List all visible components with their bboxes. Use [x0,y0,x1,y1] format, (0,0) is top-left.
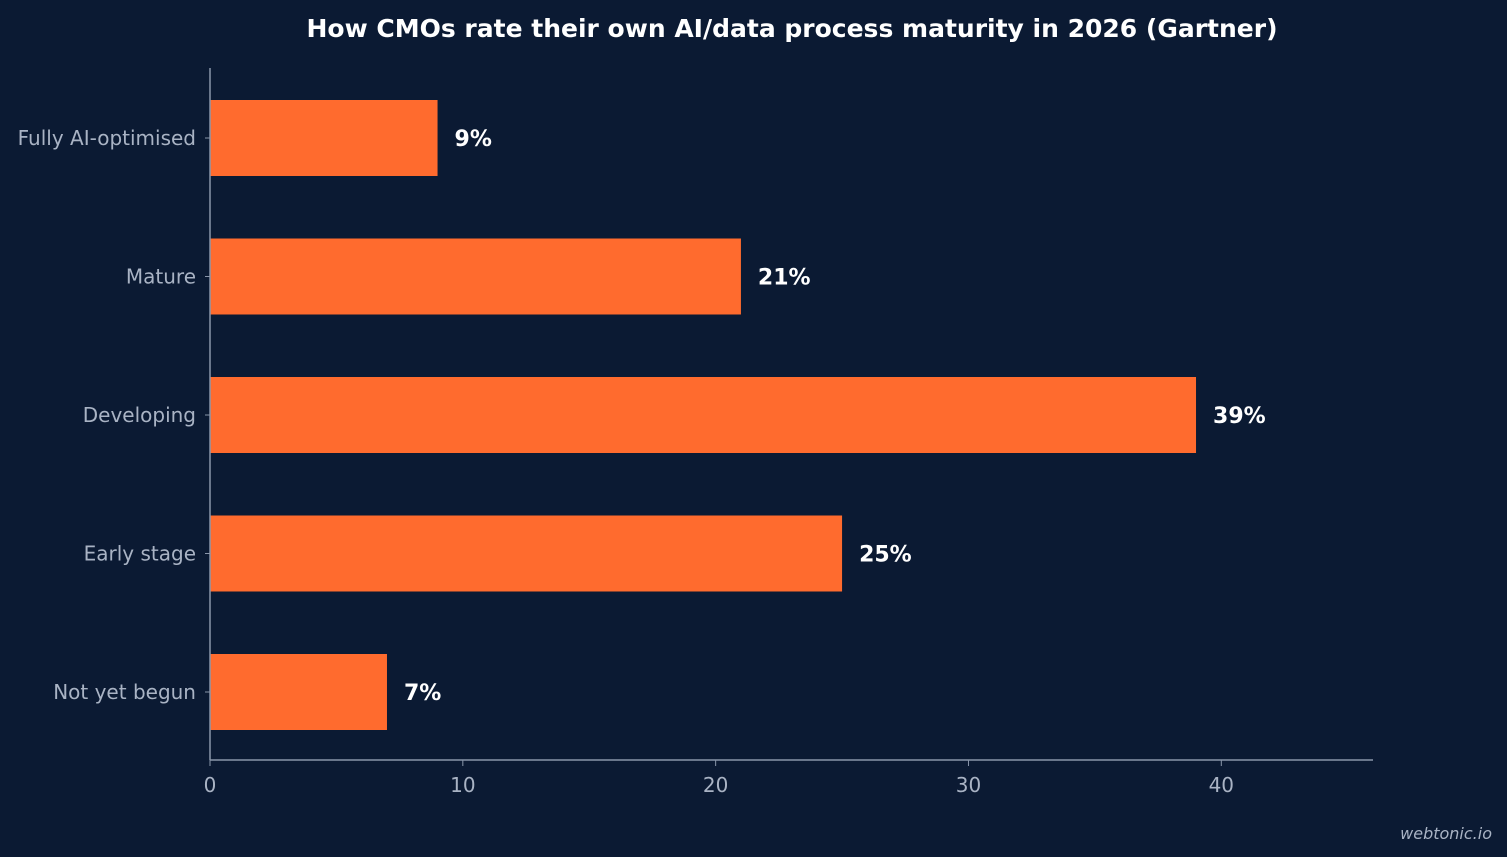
category-label: Developing [83,403,196,427]
bars-layer [210,100,1197,730]
category-label: Early stage [84,542,196,566]
x-tick-label: 20 [703,773,728,797]
x-tick-label: 40 [1209,773,1234,797]
x-tick-label: 0 [204,773,217,797]
bar-value-label: 21% [758,266,811,291]
bar-value-label: 25% [859,543,912,568]
x-tick-label: 30 [956,773,981,797]
chart-title: How CMOs rate their own AI/data process … [306,14,1277,43]
x-tick-label: 10 [450,773,475,797]
watermark-text: webtonic.io [1400,824,1492,843]
bar-not-yet-begun [210,654,387,730]
bar-fully-ai-optimised [210,100,438,176]
bar-mature [210,238,741,315]
category-label: Fully AI-optimised [18,126,196,150]
labels-layer: 9% Fully AI-optimised 21% Mature 39% Developi… [18,126,1266,797]
category-label: Not yet begun [53,680,196,704]
category-label: Mature [126,265,196,289]
bar-value-label: 39% [1213,404,1266,429]
bar-value-label: 7% [404,681,441,706]
axes-layer [205,68,1373,766]
bar-developing [210,377,1197,453]
bar-early-stage [210,515,843,592]
bar-value-label: 9% [455,127,492,152]
